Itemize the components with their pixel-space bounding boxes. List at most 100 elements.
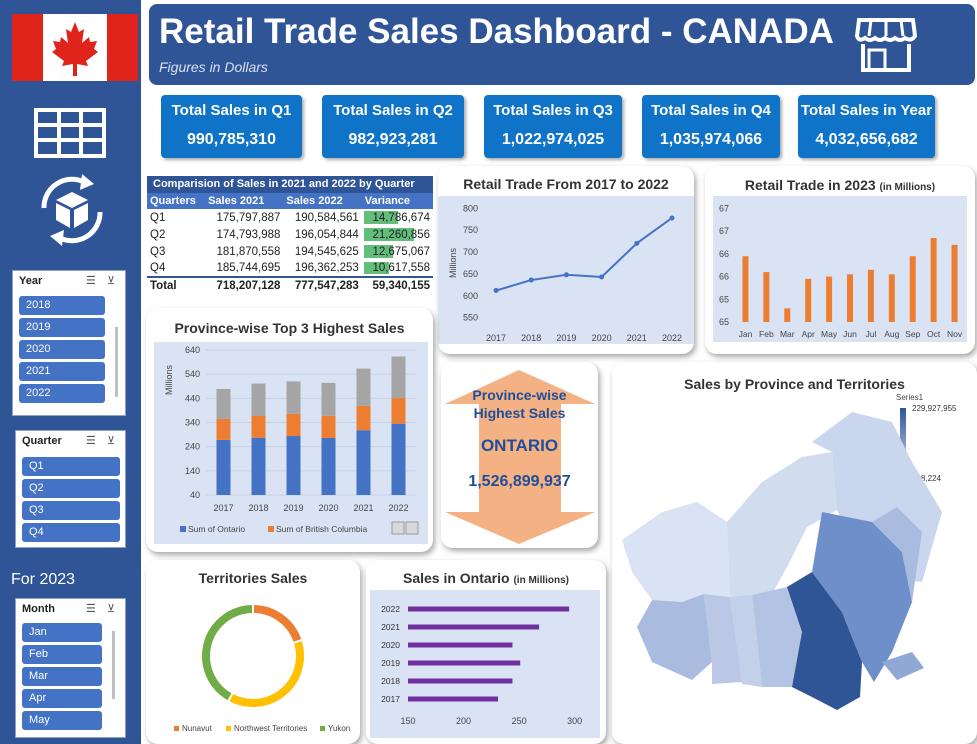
data-point (669, 215, 675, 221)
chart-title: Retail Trade From 2017 to 2022 (463, 176, 669, 192)
x-tick-label: 200 (456, 716, 471, 726)
map-region-yukon (622, 502, 730, 602)
variance-cell: 21,260,856 (362, 226, 433, 243)
x-tick-label: 2022 (388, 503, 408, 513)
variance-cell: 10,617,558 (362, 260, 433, 277)
x-tick-label: 300 (567, 716, 582, 726)
kpi-q4: Total Sales in Q4 1,035,974,066 (642, 95, 780, 158)
legend-swatch (174, 726, 179, 731)
kpi-value: 990,785,310 (187, 131, 276, 148)
map-region-ontario (787, 572, 862, 710)
month-scrollbar[interactable] (112, 631, 115, 699)
variance-value: 12,675,067 (372, 245, 430, 258)
month-item-feb[interactable]: Feb (22, 645, 102, 664)
legend-label: Sum of Ontario (188, 524, 245, 534)
y-tick-label: 550 (463, 313, 478, 323)
quarter-comparison-table: Comparision of Sales in 2021 and 2022 by… (147, 176, 433, 297)
y-tick-label: 2020 (381, 640, 400, 650)
x-tick-label: Mar (780, 329, 795, 339)
ontario-chart-card: Sales in Ontario (in Millions) 2022 2021 2… (366, 560, 606, 744)
bar (408, 696, 498, 702)
y-tick-label: 640 (185, 345, 200, 355)
quarter-item-q4[interactable]: Q4 (22, 523, 120, 542)
month-item-mar[interactable]: Mar (22, 667, 102, 686)
legend-swatch (268, 526, 274, 532)
month-item-apr[interactable]: Apr (22, 689, 102, 708)
x-tick-label: 2021 (353, 503, 373, 513)
chart-title: Retail Trade in 2023 (in Millions) (705, 177, 975, 193)
stacked-bar-segment (391, 356, 406, 399)
bar (408, 624, 540, 630)
legend-swatch (180, 526, 186, 532)
territories-donut-chart: Nunavut Northwest Territories Yukon (174, 602, 350, 733)
bar (805, 278, 812, 322)
variance-cell: 12,675,067 (362, 243, 433, 260)
year-item-2018[interactable]: 2018 (19, 296, 105, 315)
monthly-bar-chart: 65 65 66 66 67 67 Jan Feb Mar Apr May Jun Jul Aug Sep O… (713, 196, 967, 342)
trend-line-chart: 550 600 650 700 750 800 2017 2018 2019 2020 2021 20… (438, 196, 694, 344)
table-header: Quarters (147, 193, 206, 209)
table-cell: Total (147, 276, 206, 294)
kpi-label: Total Sales in Year (800, 102, 933, 119)
month-item-may[interactable]: May (22, 711, 102, 730)
y-tick-label: 540 (185, 369, 200, 379)
slicer-filter-icon[interactable]: ☰ ⊻ (86, 603, 119, 615)
x-tick-label: May (821, 329, 838, 339)
slicer-filter-icon[interactable]: ☰ ⊻ (86, 435, 119, 447)
x-tick-label: 2017 (213, 503, 233, 513)
stacked-bar-segment (356, 430, 371, 495)
year-item-2021[interactable]: 2021 (19, 362, 105, 381)
legend-label: Yukon (328, 724, 350, 733)
kpi-q2: Total Sales in Q2 982,923,281 (322, 95, 464, 158)
map-region-maritimes (882, 652, 924, 680)
bar (951, 244, 958, 322)
table-header: Sales 2021 (205, 193, 284, 209)
month-slicer-title: Month (22, 603, 55, 615)
table-title: Comparision of Sales in 2021 and 2022 by… (147, 176, 433, 193)
bar (784, 308, 791, 322)
map-region-british-columbia (637, 594, 712, 680)
month-item-jan[interactable]: Jan (22, 623, 102, 642)
quarter-item-q2[interactable]: Q2 (22, 479, 120, 498)
x-tick-label: 2022 (662, 333, 682, 343)
y-tick-label: 340 (185, 418, 200, 428)
map-legend-min: 448,224 (912, 474, 941, 483)
bar (408, 678, 513, 684)
bar (847, 274, 853, 322)
year-scrollbar[interactable] (115, 327, 118, 397)
province-map-card: Sales by Province and Territories Series… (612, 362, 977, 744)
territories-chart-card: Territories Sales Nunavut Northwest Terri… (146, 560, 360, 744)
bar (909, 256, 916, 322)
table-cell: Q3 (150, 245, 166, 258)
map-region-manitoba (752, 587, 802, 687)
up-down-arrow-shape (445, 370, 595, 544)
canada-choropleth-map (622, 412, 942, 710)
quarter-item-q3[interactable]: Q3 (22, 501, 120, 520)
trend-chart-card: Retail Trade From 2017 to 2022 550 600 650… (438, 166, 694, 354)
province-stacked-bar-chart: 40 140 240 340 440 540 640 Millions 2017 2018 2019… (154, 342, 428, 544)
table-row: Q4 185,744,695 196,362,253 10,617,558 (147, 260, 433, 277)
stacked-bar-segment (286, 436, 301, 495)
quarter-item-q1[interactable]: Q1 (22, 457, 120, 476)
y-tick-label: 65 (719, 294, 729, 304)
kpi-label: Total Sales in Q2 (333, 102, 453, 119)
year-item-2020[interactable]: 2020 (19, 340, 105, 359)
slicer-filter-icon[interactable]: ☰ ⊻ (86, 275, 119, 287)
year-item-2019[interactable]: 2019 (19, 318, 105, 337)
plot-area (713, 196, 967, 342)
stacked-bar-segment (286, 413, 301, 437)
x-tick-label: 2019 (556, 333, 576, 343)
kpi-label: Total Sales in Q4 (651, 102, 771, 119)
year-item-2022[interactable]: 2022 (19, 384, 105, 403)
stacked-bar-segment (216, 439, 231, 495)
bar (930, 238, 937, 322)
table-cell: 196,362,253 (294, 262, 359, 274)
y-tick-label: 66 (719, 249, 729, 259)
variance-value: 14,786,674 (372, 211, 430, 224)
stacked-bar-segment (391, 398, 406, 424)
data-point (563, 272, 569, 278)
bar (742, 256, 749, 322)
table-row: Q1 175,797,887 190,584,561 14,786,674 (147, 209, 433, 226)
data-point (528, 277, 534, 283)
stacked-bar-segment (356, 405, 371, 431)
